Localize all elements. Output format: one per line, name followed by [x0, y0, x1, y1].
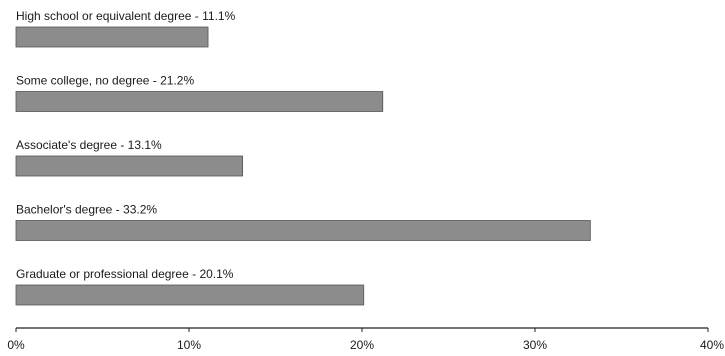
bar: [15, 284, 365, 306]
bars-group: High school or equivalent degree - 11.1%…: [15, 9, 591, 306]
bar-label: Associate's degree - 13.1%: [16, 138, 162, 152]
bar-label: High school or equivalent degree - 11.1%: [16, 9, 236, 23]
x-tick-label: 30%: [523, 338, 547, 352]
bar: [15, 91, 384, 112]
x-axis: 0% 10% 20% 30% 40%: [7, 327, 724, 352]
bar: [15, 155, 244, 177]
bar-label: Graduate or professional degree - 20.1%: [16, 267, 234, 281]
x-tick-label: 40%: [700, 338, 724, 352]
bar: [15, 26, 209, 48]
bar-label: Bachelor's degree - 33.2%: [16, 203, 157, 217]
bar: [15, 220, 591, 241]
bar-label: Some college, no degree - 21.2%: [16, 74, 194, 88]
x-tick-label: 20%: [350, 338, 374, 352]
x-tick-label: 10%: [177, 338, 201, 352]
x-tick-label: 0%: [7, 338, 25, 352]
